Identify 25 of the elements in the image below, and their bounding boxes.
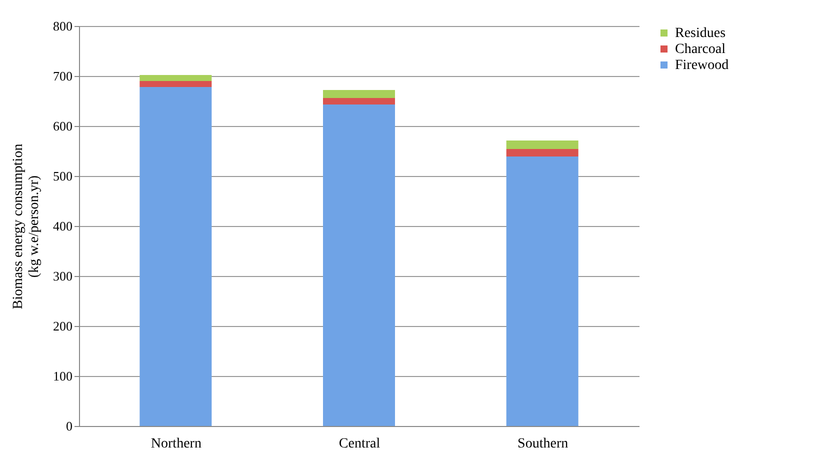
bar [140, 81, 212, 87]
y-tick-label: 500 [53, 168, 72, 184]
bar [140, 87, 212, 426]
bar [323, 104, 395, 426]
legend-label: Charcoal [675, 42, 726, 57]
x-tick-label: Southern [518, 436, 568, 452]
bar [323, 98, 395, 104]
y-tick-label: 100 [53, 368, 72, 384]
y-tick-label: 700 [53, 68, 72, 84]
x-tick-label: Central [338, 436, 380, 452]
y-tick-label: 200 [53, 318, 72, 334]
bar [506, 140, 578, 149]
bar [506, 149, 578, 156]
y-tick-label: 300 [53, 268, 72, 284]
y-tick-label: 800 [53, 18, 72, 34]
legend-label: Firewood [675, 58, 729, 73]
y-tick-label: 0 [66, 418, 72, 434]
x-tick-label: Northern [150, 436, 202, 452]
legend-label: Residues [675, 26, 726, 41]
bar [140, 75, 212, 81]
y-tick-label: 600 [53, 118, 72, 134]
y-tick-label: 400 [53, 218, 72, 234]
bar [323, 90, 395, 98]
y-axis-title: Biomass energy consumption (kg w.e/person.yr) [11, 144, 42, 310]
bar [506, 156, 578, 426]
